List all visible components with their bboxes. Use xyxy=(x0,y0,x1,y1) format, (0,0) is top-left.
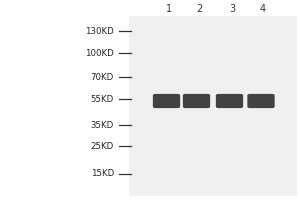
Text: 2: 2 xyxy=(196,4,202,14)
Text: 4: 4 xyxy=(260,4,266,14)
Bar xyxy=(129,16,297,196)
Text: 130KD: 130KD xyxy=(85,26,114,36)
Text: 70KD: 70KD xyxy=(91,72,114,82)
FancyBboxPatch shape xyxy=(153,94,180,108)
FancyBboxPatch shape xyxy=(216,94,243,108)
Text: 35KD: 35KD xyxy=(91,120,114,130)
FancyBboxPatch shape xyxy=(183,94,210,108)
Text: 1: 1 xyxy=(167,4,172,14)
Text: 25KD: 25KD xyxy=(91,142,114,151)
FancyBboxPatch shape xyxy=(247,94,275,108)
Text: 3: 3 xyxy=(230,4,236,14)
Text: 55KD: 55KD xyxy=(91,95,114,104)
Text: 100KD: 100KD xyxy=(85,48,114,58)
Text: 15KD: 15KD xyxy=(91,170,114,178)
